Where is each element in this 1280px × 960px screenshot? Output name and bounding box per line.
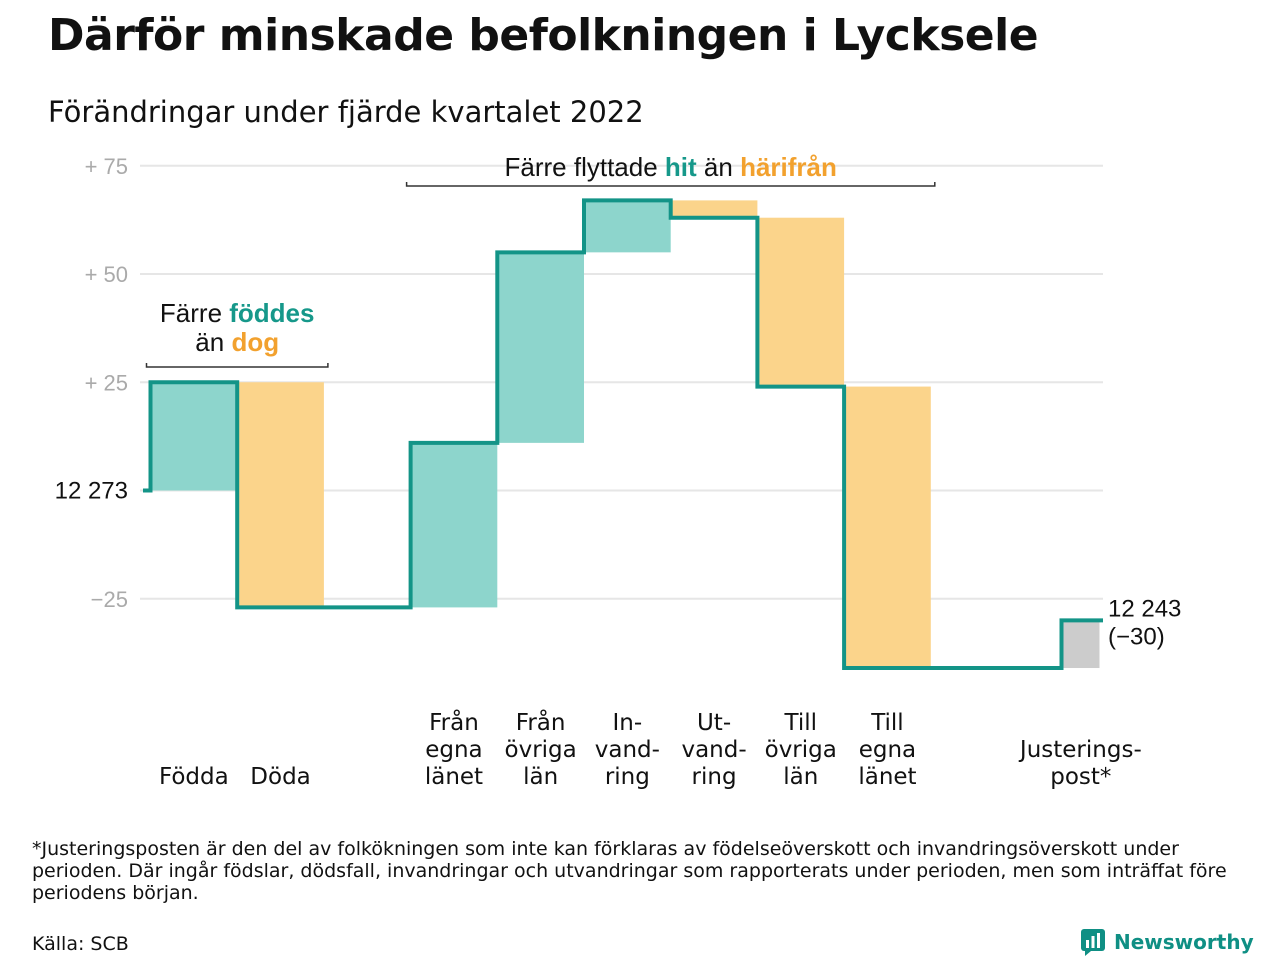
brand-logo: Newsworthy — [1080, 928, 1254, 956]
bar — [497, 252, 584, 443]
bar — [757, 217, 845, 387]
start-value-label: 12 273 — [55, 478, 128, 505]
cumulative-line — [143, 198, 1103, 671]
brand-name: Newsworthy — [1114, 930, 1254, 954]
category-label: Födda — [159, 764, 229, 790]
waterfall-chart: + 75 + 50 + 25 −25 12 273 12 243(−30) Födda Död… — [55, 152, 1182, 790]
category-label: Från övriga län — [505, 708, 577, 790]
category-label: Till egna länet — [858, 710, 916, 790]
y-tick-label: −25 — [91, 587, 128, 612]
annotation-bracket — [145, 363, 329, 368]
annotation-text: än dog — [195, 327, 279, 357]
category-label: In-vand-ring — [595, 710, 660, 790]
source-label: Källa: SCB — [32, 933, 129, 955]
category-label: Ut-vand-ring — [681, 710, 746, 790]
bar — [670, 200, 758, 218]
bar — [410, 442, 498, 608]
chart-title: Därför minskade befolkningen i Lycksele — [48, 10, 1039, 61]
y-tick-label: + 50 — [85, 262, 128, 287]
y-tick-label: + 75 — [85, 154, 128, 179]
category-label: Justerings-post* — [1018, 737, 1142, 790]
bar — [237, 382, 324, 608]
end-value-label: 12 243 — [1108, 595, 1181, 622]
annotation-text: Färre föddes — [160, 298, 315, 328]
category-label: Döda — [250, 764, 310, 790]
bar — [584, 200, 671, 253]
bar — [1061, 620, 1100, 669]
y-tick-label: + 25 — [85, 370, 128, 395]
end-change-label: (−30) — [1108, 623, 1165, 650]
category-label: Från egna länet — [425, 708, 483, 790]
category-label: Till övriga län — [765, 710, 837, 790]
bar — [150, 382, 238, 491]
newsworthy-logo-icon — [1081, 929, 1105, 956]
annotation-bracket — [405, 182, 936, 187]
annotation-text: Färre flyttade hit än härifrån — [505, 152, 837, 182]
footnote: *Justeringsposten är den del av folkökni… — [32, 838, 1227, 904]
chart-subtitle: Förändringar under fjärde kvartalet 2022 — [48, 95, 644, 129]
bar — [844, 386, 931, 669]
